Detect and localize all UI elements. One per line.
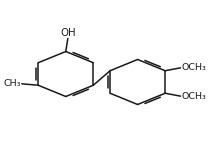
Text: OH: OH (60, 28, 76, 38)
Text: OCH₃: OCH₃ (181, 63, 206, 72)
Text: CH₃: CH₃ (3, 79, 21, 88)
Text: OCH₃: OCH₃ (181, 92, 206, 101)
